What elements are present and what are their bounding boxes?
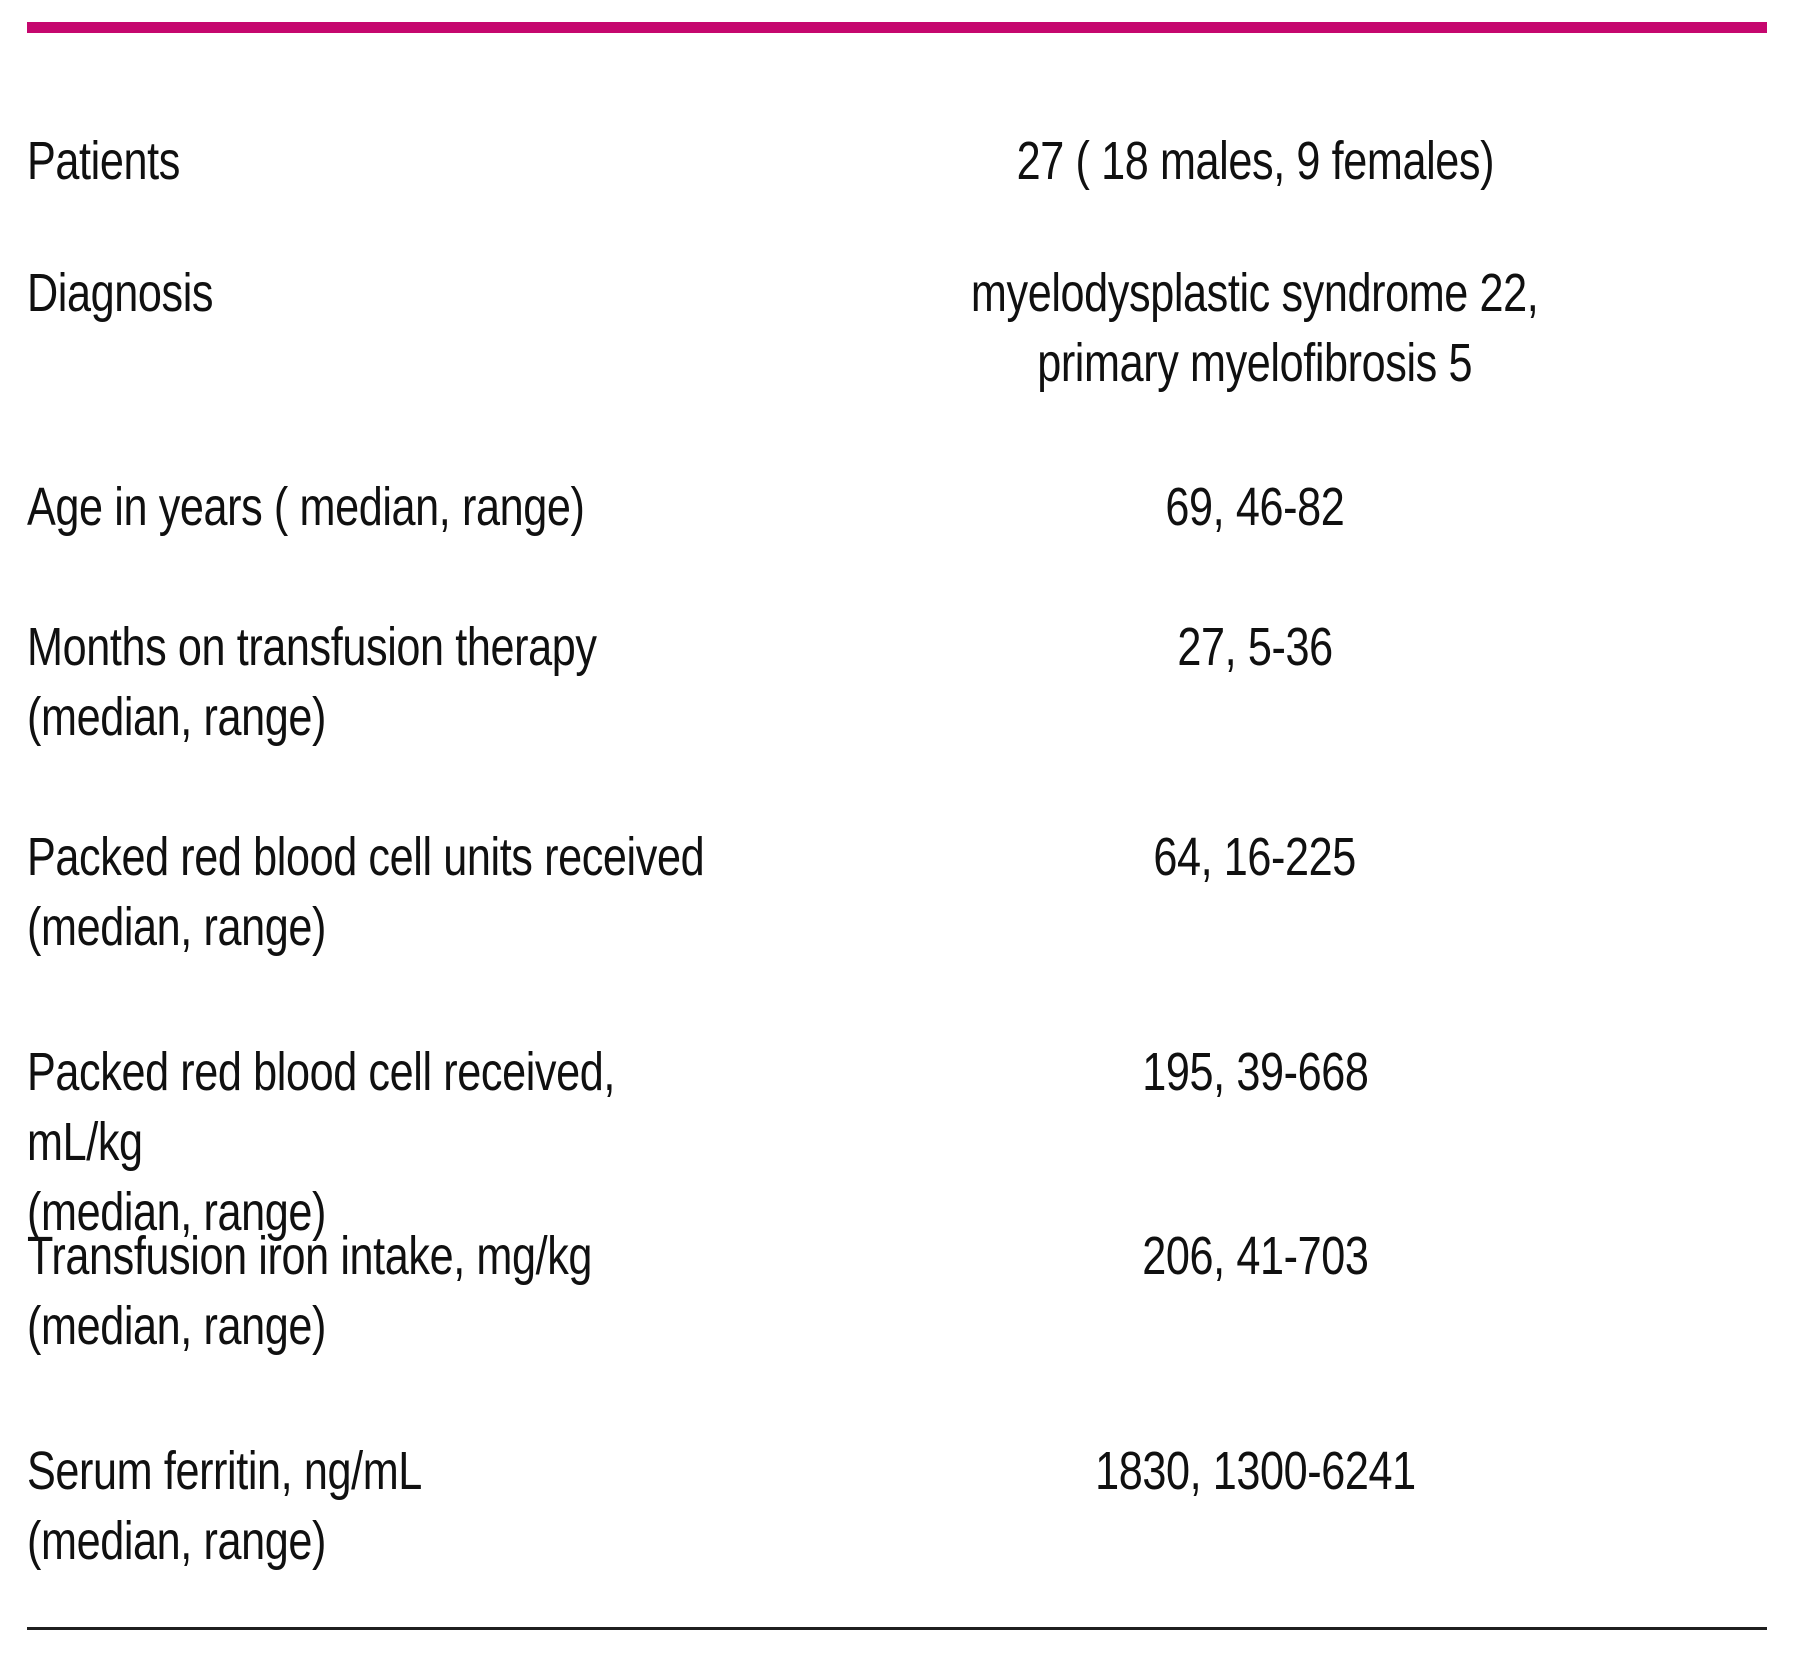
row-value-text: 69, 46-82 — [1165, 477, 1345, 537]
row-label-text: Months on transfusion therapy (median, r… — [27, 617, 597, 747]
row-value: 27 ( 18 males, 9 females) — [890, 126, 1620, 196]
row-label: Age in years ( median, range) — [27, 472, 907, 542]
row-label-text: Diagnosis — [27, 263, 214, 323]
row-value: 27, 5-36 — [890, 612, 1620, 682]
row-value-text: 64, 16-225 — [1153, 827, 1357, 887]
row-label-text: Serum ferritin, ng/mL (median, range) — [27, 1441, 422, 1571]
row-label: Serum ferritin, ng/mL (median, range) — [27, 1436, 907, 1576]
row-label-text: Packed red blood cell received, mL/kg (m… — [27, 1042, 615, 1242]
row-value: 195, 39-668 — [890, 1037, 1620, 1107]
row-value-text: 27, 5-36 — [1177, 617, 1333, 677]
row-value-text: 206, 41-703 — [1141, 1226, 1369, 1286]
top-accent-rule — [27, 22, 1767, 33]
row-label: Diagnosis — [27, 258, 907, 328]
row-value-text: 1830, 1300-6241 — [1094, 1441, 1416, 1501]
row-value-text: 195, 39-668 — [1141, 1042, 1369, 1102]
row-value-text: 27 ( 18 males, 9 females) — [1016, 131, 1494, 191]
row-label: Months on transfusion therapy (median, r… — [27, 612, 907, 752]
row-value: 206, 41-703 — [890, 1221, 1620, 1291]
row-value-text: myelodysplastic syndrome 22, primary mye… — [971, 263, 1539, 393]
bottom-hairline-rule — [27, 1627, 1767, 1630]
row-value: myelodysplastic syndrome 22, primary mye… — [890, 258, 1620, 398]
row-label: Transfusion iron intake, mg/kg (median, … — [27, 1221, 907, 1361]
row-value: 64, 16-225 — [890, 822, 1620, 892]
row-label-text: Age in years ( median, range) — [27, 477, 585, 537]
row-label-text: Patients — [27, 131, 180, 191]
row-value: 1830, 1300-6241 — [890, 1436, 1620, 1506]
row-label: Packed red blood cell received, mL/kg (m… — [27, 1037, 907, 1247]
row-label: Packed red blood cell units received (me… — [27, 822, 907, 962]
row-label-text: Packed red blood cell units received (me… — [27, 827, 705, 957]
row-value: 69, 46-82 — [890, 472, 1620, 542]
row-label: Patients — [27, 126, 907, 196]
row-label-text: Transfusion iron intake, mg/kg (median, … — [27, 1226, 593, 1356]
